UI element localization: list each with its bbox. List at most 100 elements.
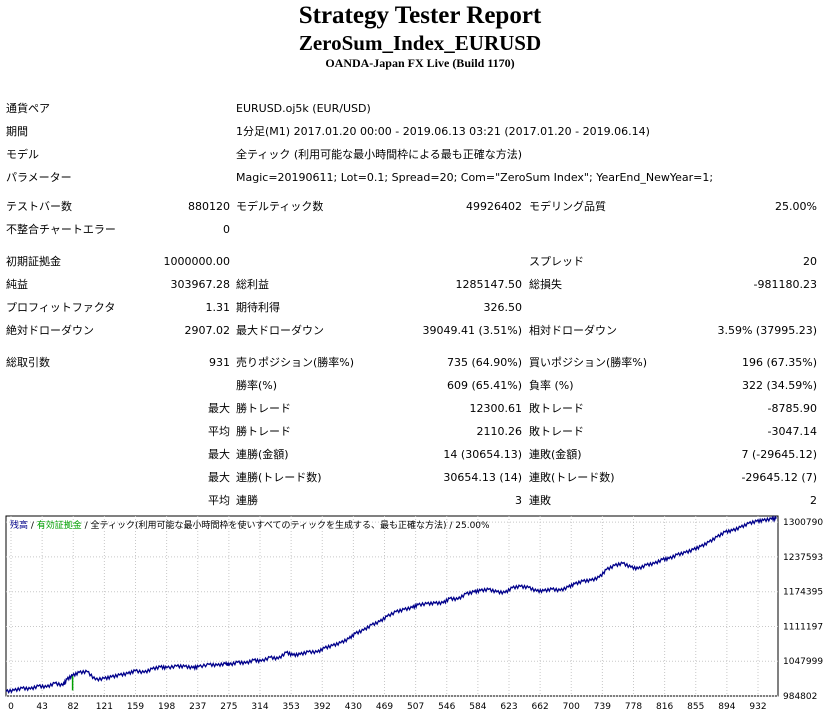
x-tick-label: 275 [220,702,237,712]
symbol-value: EURUSD.oj5k (EUR/USD) [236,102,371,115]
legend-separator: / [28,521,37,531]
maximal-drawdown-value: 39049.41 (3.51%) [422,324,522,337]
x-tick-label: 662 [532,702,549,712]
avg-consec-label: 平均 [208,494,230,507]
mismatch-value: 0 [223,223,230,236]
avg-consec-wins-value: 3 [515,494,522,507]
max-consec-label: 最大 [208,448,230,461]
plot-frame [5,515,779,697]
maximal-drawdown-label: 最大ドローダウン [236,324,324,337]
average-win-value: 2110.26 [476,425,523,438]
x-tick-label: 778 [625,702,642,712]
avg-consec-losses-value: 2 [810,494,817,507]
deposit-value: 1000000.00 [163,255,230,268]
win-rate-value: 609 (65.41%) [446,379,522,392]
x-tick-label: 700 [563,702,580,712]
symbol-label: 通貨ペア [6,102,50,115]
long-positions-value: 196 (67.35%) [741,356,817,369]
max-consec-loss-value: -29645.12 (7) [741,471,817,484]
x-tick-label: 314 [251,702,268,712]
y-tick-label: 984802 [783,692,817,702]
balance-chart: 残高 / 有効証拠金 / 全ティック(利用可能な最小時間枠を使いすべてのティック… [5,515,823,712]
x-tick-label: 237 [189,702,206,712]
x-tick-label: 43 [36,702,47,712]
mismatch-label: 不整合チャートエラー [6,223,116,236]
x-axis-ticks: 0 43 82 121 159 198 237 275 314 353 392 430 469 507 54… [8,702,766,712]
x-tick-label: 353 [283,702,300,712]
expected-payoff-label: 期待利得 [236,301,280,314]
params-label: パラメーター [6,171,72,184]
average-label: 平均 [208,425,230,438]
legend-equity: 有効証拠金 [37,519,82,531]
loss-rate-label: 負率 (%) [529,379,574,392]
largest-win-label: 勝トレード [236,402,291,415]
average-loss-label: 敗トレード [529,425,584,438]
profit-factor-label: プロフィットファクタ [6,301,116,314]
model-value: 全ティック (利用可能な最小時間枠による最も正確な方法) [236,148,523,161]
x-tick-label: 507 [407,702,424,712]
bars-value: 880120 [188,200,230,213]
largest-win-value: 12300.61 [469,402,523,415]
bars-label: テストバー数 [6,200,72,213]
largest-loss-value: -8785.90 [767,402,817,415]
report-title: Strategy Tester Report [298,2,542,29]
y-tick-label: 1174395 [783,588,823,598]
x-tick-label: 392 [314,702,331,712]
avg-consec-wins-label: 連勝 [236,494,258,507]
gross-loss-label: 総損失 [529,278,562,291]
report-subtitle: ZeroSum_Index_EURUSD [298,31,542,55]
x-tick-label: 855 [687,702,704,712]
period-label: 期間 [6,125,28,138]
x-tick-label: 430 [345,702,362,712]
x-tick-label: 0 [8,702,14,712]
x-tick-label: 82 [68,702,79,712]
average-loss-value: -3047.14 [767,425,817,438]
gross-profit-label: 総利益 [236,278,269,291]
quality-value: 25.00% [775,200,817,213]
short-positions-label: 売りポジション(勝率%) [236,356,355,369]
x-tick-label: 623 [500,702,517,712]
largest-loss-label: 敗トレード [529,402,584,415]
average-win-label: 勝トレード [236,425,291,438]
max-consec-wins-label: 連勝(金額) [236,448,289,461]
profit-factor-value: 1.31 [205,301,231,314]
max-consec-wins-value: 14 (30654.13) [443,448,522,461]
deposit-label: 初期証拠金 [6,255,61,268]
y-tick-label: 1300790 [783,518,823,528]
legend-balance: 残高 [10,519,28,531]
spread-value: 20 [803,255,817,268]
absolute-drawdown-value: 2907.02 [184,324,231,337]
ticks-label: モデルティック数 [236,200,324,213]
max-consec-profit-label: 連勝(トレード数) [236,471,322,484]
params-value: Magic=20190611; Lot=0.1; Spread=20; Com=… [236,171,714,184]
total-trades-label: 総取引数 [6,356,50,369]
short-positions-value: 735 (64.90%) [446,356,522,369]
maximal-consec-label: 最大 [208,471,230,484]
win-rate-label: 勝率(%) [236,379,278,392]
gross-profit-value: 1285147.50 [455,278,522,291]
relative-drawdown-label: 相対ドローダウン [529,324,617,337]
broker-name: OANDA-Japan FX Live (Build 1170) [325,56,515,70]
gross-loss-value: -981180.23 [753,278,817,291]
x-tick-label: 159 [127,702,144,712]
expected-payoff-value: 326.50 [483,301,523,314]
y-tick-label: 1111197 [783,622,823,632]
x-tick-label: 546 [438,702,455,712]
x-tick-label: 121 [96,702,113,712]
total-trades-value: 931 [209,356,230,369]
y-tick-label: 1237593 [783,553,823,563]
x-tick-label: 894 [718,702,735,712]
y-tick-label: 1047999 [783,657,823,667]
x-tick-label: 932 [749,702,766,712]
period-value: 1分足(M1) 2017.01.20 00:00 - 2019.06.13 03… [236,125,650,138]
max-consec-losses-label: 連敗(金額) [529,448,582,461]
x-tick-label: 739 [594,702,611,712]
largest-label: 最大 [208,402,230,415]
chart-legend: 残高 / 有効証拠金 / 全ティック(利用可能な最小時間枠を使いすべてのティック… [10,519,490,531]
max-consec-losses-value: 7 (-29645.12) [741,448,817,461]
absolute-drawdown-label: 絶対ドローダウン [6,324,94,337]
model-label: モデル [6,148,39,161]
x-tick-label: 816 [656,702,673,712]
legend-model: / 全ティック(利用可能な最小時間枠を使いすべてのティックを生成する、最も正確な… [82,519,490,531]
y-axis-ticks: 1300790 1237593 1174395 1111197 1047999 98480… [783,518,823,702]
